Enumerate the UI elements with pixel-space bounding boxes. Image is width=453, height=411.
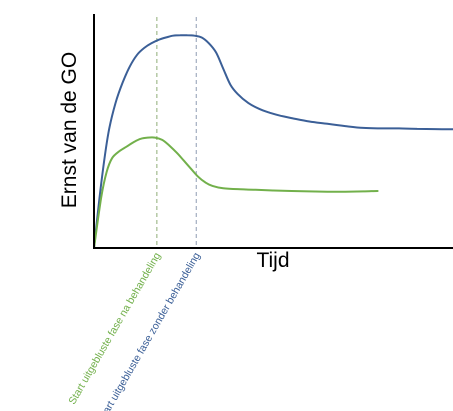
- series-line-1: [93, 34, 453, 249]
- marker-label-layer: Start uitgebluste fase na behandelingSta…: [66, 250, 203, 411]
- y-axis-title: Ernst van de GO: [58, 52, 81, 208]
- x-axis-title: Tijd: [256, 249, 289, 272]
- series-line-2: [93, 136, 379, 249]
- marker-layer: [156, 17, 197, 248]
- series-layer: [93, 34, 453, 249]
